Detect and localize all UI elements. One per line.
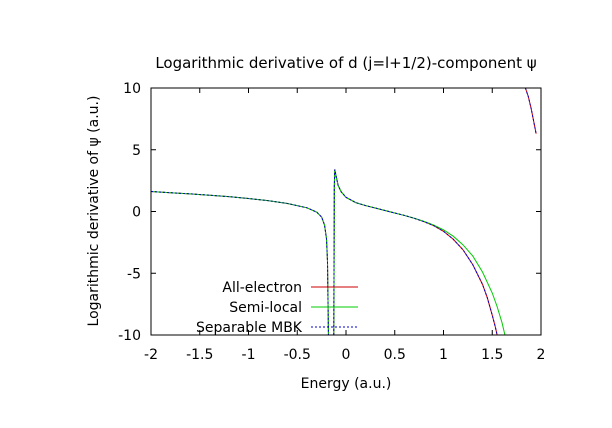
x-tick-label: 0.5 (384, 347, 406, 363)
x-tick-label: 0 (342, 347, 351, 363)
series-line-2-segment-2 (524, 88, 537, 134)
series-line-1-segment-1 (333, 169, 506, 335)
y-tick-label: -5 (127, 266, 141, 282)
legend-label-0: All-electron (222, 280, 302, 296)
x-axis-label: Energy (a.u.) (301, 376, 392, 392)
x-tick-label: -2 (144, 347, 158, 363)
tick-group (150, 87, 542, 336)
x-tick-label: 1 (439, 347, 448, 363)
x-tick-label: 2 (537, 347, 546, 363)
series-line-0-segment-2 (524, 88, 537, 134)
series-line-2-segment-0 (151, 190, 329, 335)
y-axis-label: Logarithmic derivative of ψ (a.u.) (86, 96, 102, 327)
x-tick-label: -1.5 (186, 347, 213, 363)
series-line-2-segment-1 (333, 169, 498, 335)
plot-frame (150, 87, 542, 336)
plot-series-group (151, 88, 537, 335)
tick-label-group: -2 -1.5 -1 -0.5 0 0.5 1 1.5 2 -10 -5 0 5 10 (118, 81, 545, 363)
legend: All-electron Semi-local Separable MBK (196, 280, 358, 336)
x-tick-label: 1.5 (481, 347, 503, 363)
y-tick-label: 0 (132, 205, 141, 221)
chart-title: Logarithmic derivative of d (j=l+1/2)-co… (155, 54, 536, 72)
series-line-0-segment-1 (333, 169, 498, 335)
y-tick-label: -10 (118, 328, 141, 344)
legend-label-2: Separable MBK (196, 320, 303, 336)
y-tick-label: 10 (123, 81, 141, 97)
x-tick-label: -0.5 (284, 347, 311, 363)
legend-label-1: Semi-local (229, 300, 302, 316)
x-tick-label: -1 (242, 347, 256, 363)
y-tick-label: 5 (132, 143, 141, 159)
